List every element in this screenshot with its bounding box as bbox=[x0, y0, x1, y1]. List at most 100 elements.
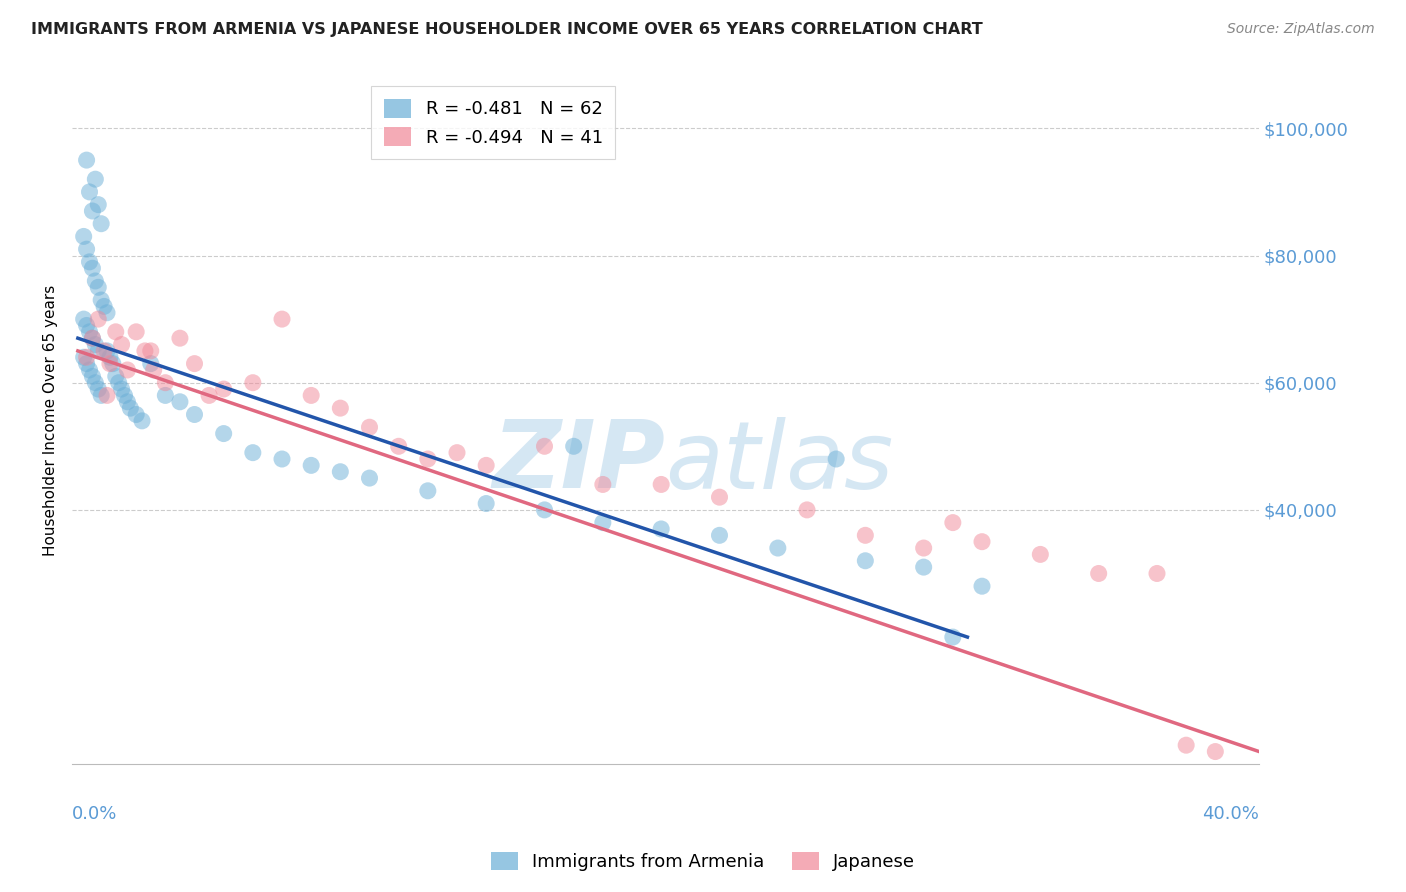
Point bbox=[76, 357, 98, 371]
Point bbox=[766, 541, 789, 555]
Point bbox=[139, 343, 162, 358]
Text: ZIP: ZIP bbox=[492, 416, 665, 508]
Point bbox=[90, 217, 112, 231]
Point bbox=[299, 388, 322, 402]
Point bbox=[117, 394, 139, 409]
Point bbox=[125, 325, 148, 339]
Point bbox=[1204, 745, 1226, 759]
Point bbox=[329, 401, 352, 416]
Point bbox=[107, 376, 129, 390]
Point bbox=[155, 388, 177, 402]
Point bbox=[73, 351, 96, 365]
Point bbox=[73, 312, 96, 326]
Point bbox=[82, 261, 104, 276]
Point bbox=[970, 534, 993, 549]
Point bbox=[142, 363, 165, 377]
Point bbox=[76, 351, 98, 365]
Point bbox=[125, 408, 148, 422]
Point bbox=[825, 452, 848, 467]
Point bbox=[212, 382, 235, 396]
Point bbox=[90, 388, 112, 402]
Point bbox=[912, 541, 935, 555]
Point bbox=[169, 331, 191, 345]
Point bbox=[82, 369, 104, 384]
Point bbox=[533, 503, 555, 517]
Point bbox=[942, 516, 965, 530]
Point bbox=[104, 369, 127, 384]
Point bbox=[242, 445, 264, 459]
Point bbox=[90, 293, 112, 307]
Point bbox=[416, 452, 439, 467]
Point bbox=[131, 414, 153, 428]
Point bbox=[84, 376, 107, 390]
Point bbox=[650, 477, 672, 491]
Point bbox=[114, 388, 136, 402]
Point bbox=[87, 382, 110, 396]
Point bbox=[912, 560, 935, 574]
Point bbox=[87, 280, 110, 294]
Text: atlas: atlas bbox=[665, 417, 894, 508]
Point bbox=[93, 299, 115, 313]
Point bbox=[96, 306, 118, 320]
Point bbox=[1175, 738, 1198, 752]
Point bbox=[271, 312, 294, 326]
Y-axis label: Householder Income Over 65 years: Householder Income Over 65 years bbox=[44, 285, 58, 557]
Point bbox=[475, 496, 498, 510]
Point bbox=[134, 343, 156, 358]
Point bbox=[104, 325, 127, 339]
Point bbox=[84, 274, 107, 288]
Point bbox=[299, 458, 322, 473]
Point bbox=[1146, 566, 1168, 581]
Point bbox=[155, 376, 177, 390]
Point bbox=[329, 465, 352, 479]
Point bbox=[98, 351, 121, 365]
Point bbox=[76, 153, 98, 167]
Point bbox=[79, 255, 101, 269]
Point bbox=[76, 318, 98, 333]
Point bbox=[139, 357, 162, 371]
Point bbox=[242, 376, 264, 390]
Text: Source: ZipAtlas.com: Source: ZipAtlas.com bbox=[1227, 22, 1375, 37]
Text: IMMIGRANTS FROM ARMENIA VS JAPANESE HOUSEHOLDER INCOME OVER 65 YEARS CORRELATION: IMMIGRANTS FROM ARMENIA VS JAPANESE HOUS… bbox=[31, 22, 983, 37]
Point bbox=[562, 439, 585, 453]
Point bbox=[82, 331, 104, 345]
Point bbox=[212, 426, 235, 441]
Point bbox=[1029, 548, 1052, 562]
Text: 0.0%: 0.0% bbox=[72, 805, 117, 823]
Point bbox=[359, 471, 381, 485]
Point bbox=[853, 528, 876, 542]
Point bbox=[76, 242, 98, 256]
Point bbox=[101, 357, 124, 371]
Point bbox=[709, 528, 731, 542]
Point bbox=[183, 408, 205, 422]
Point bbox=[942, 630, 965, 644]
Point bbox=[416, 483, 439, 498]
Point bbox=[87, 197, 110, 211]
Point bbox=[183, 357, 205, 371]
Point bbox=[198, 388, 221, 402]
Point bbox=[1087, 566, 1109, 581]
Point bbox=[709, 490, 731, 504]
Point bbox=[970, 579, 993, 593]
Point bbox=[84, 172, 107, 186]
Point bbox=[650, 522, 672, 536]
Point bbox=[84, 337, 107, 351]
Point bbox=[446, 445, 468, 459]
Point bbox=[98, 357, 121, 371]
Point bbox=[592, 477, 614, 491]
Legend: Immigrants from Armenia, Japanese: Immigrants from Armenia, Japanese bbox=[484, 845, 922, 879]
Point bbox=[853, 554, 876, 568]
Point bbox=[475, 458, 498, 473]
Point bbox=[117, 363, 139, 377]
Point bbox=[533, 439, 555, 453]
Point bbox=[169, 394, 191, 409]
Point bbox=[110, 382, 132, 396]
Point bbox=[120, 401, 142, 416]
Legend: R = -0.481   N = 62, R = -0.494   N = 41: R = -0.481 N = 62, R = -0.494 N = 41 bbox=[371, 87, 616, 160]
Point bbox=[388, 439, 411, 453]
Point bbox=[82, 331, 104, 345]
Point bbox=[82, 204, 104, 219]
Point bbox=[73, 229, 96, 244]
Point bbox=[93, 343, 115, 358]
Point bbox=[87, 343, 110, 358]
